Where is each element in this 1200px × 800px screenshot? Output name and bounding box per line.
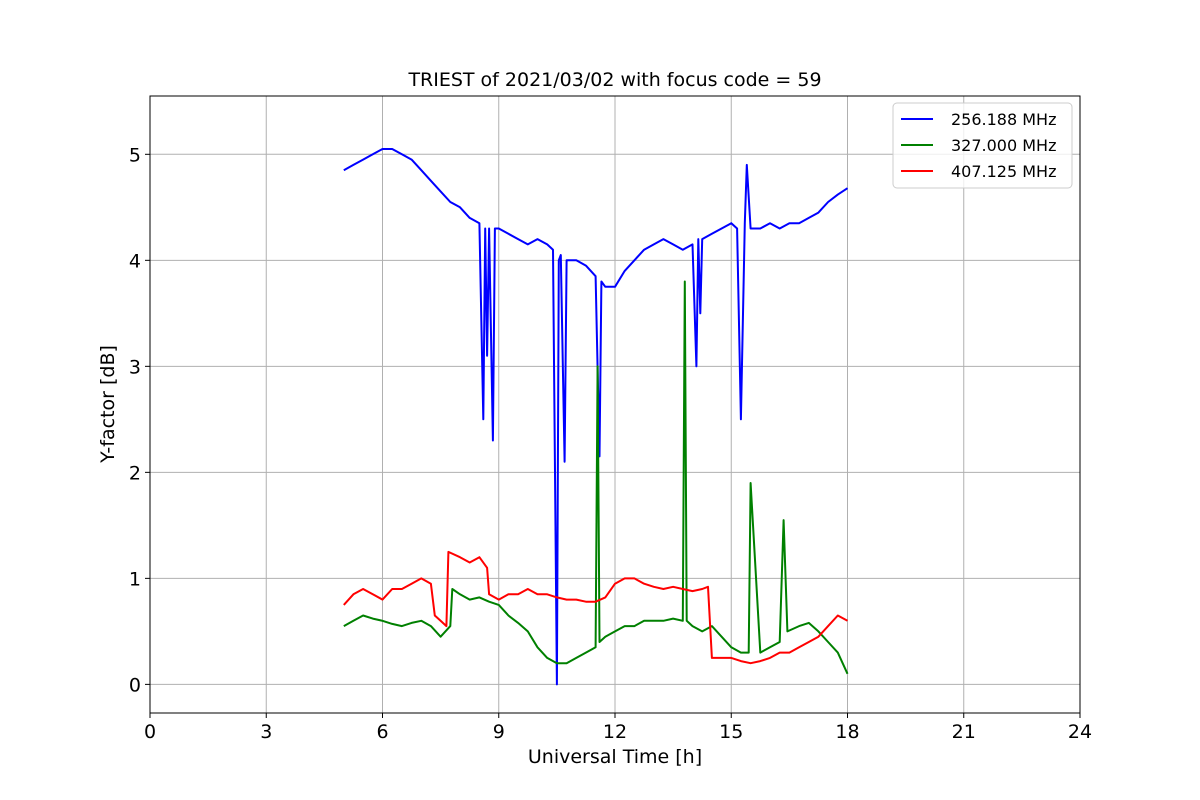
- series-line-327-000-mhz: [343, 280, 849, 675]
- y-tick-label-4: 4: [129, 250, 141, 272]
- x-tick-label-9: 9: [493, 721, 505, 743]
- legend-label-327-000-mhz: 327.000 MHz: [951, 136, 1056, 155]
- y-tick-label-1: 1: [129, 568, 141, 590]
- x-tick-label-12: 12: [603, 721, 627, 743]
- x-tick-label-0: 0: [144, 721, 156, 743]
- y-axis-label: Y-factor [dB]: [97, 345, 119, 464]
- y-tick-label-2: 2: [129, 462, 141, 484]
- y-tick-label-3: 3: [129, 356, 141, 378]
- series-line-407-125-mhz: [343, 550, 848, 665]
- x-axis-label: Universal Time [h]: [528, 746, 702, 768]
- chart-title: TRIEST of 2021/03/02 with focus code = 5…: [407, 69, 821, 91]
- series-line-256-188-mhz: [343, 148, 849, 686]
- x-tick-label-21: 21: [952, 721, 976, 743]
- legend: 256.188 MHz 327.000 MHz 407.125 MHz: [892, 102, 1073, 189]
- x-tick-label-15: 15: [719, 721, 743, 743]
- legend-label-407-125-mhz: 407.125 MHz: [951, 162, 1056, 181]
- series-layer: [343, 148, 849, 686]
- x-tick-label-24: 24: [1068, 721, 1092, 743]
- x-tick-label-3: 3: [260, 721, 272, 743]
- y-tick-label-5: 5: [129, 144, 141, 166]
- legend-box: [892, 102, 1073, 189]
- x-tick-label-6: 6: [376, 721, 388, 743]
- y-tick-label-0: 0: [129, 674, 141, 696]
- legend-label-256-188-mhz: 256.188 MHz: [951, 110, 1056, 129]
- x-tick-label-18: 18: [835, 721, 859, 743]
- grid-layer: [149, 96, 1081, 713]
